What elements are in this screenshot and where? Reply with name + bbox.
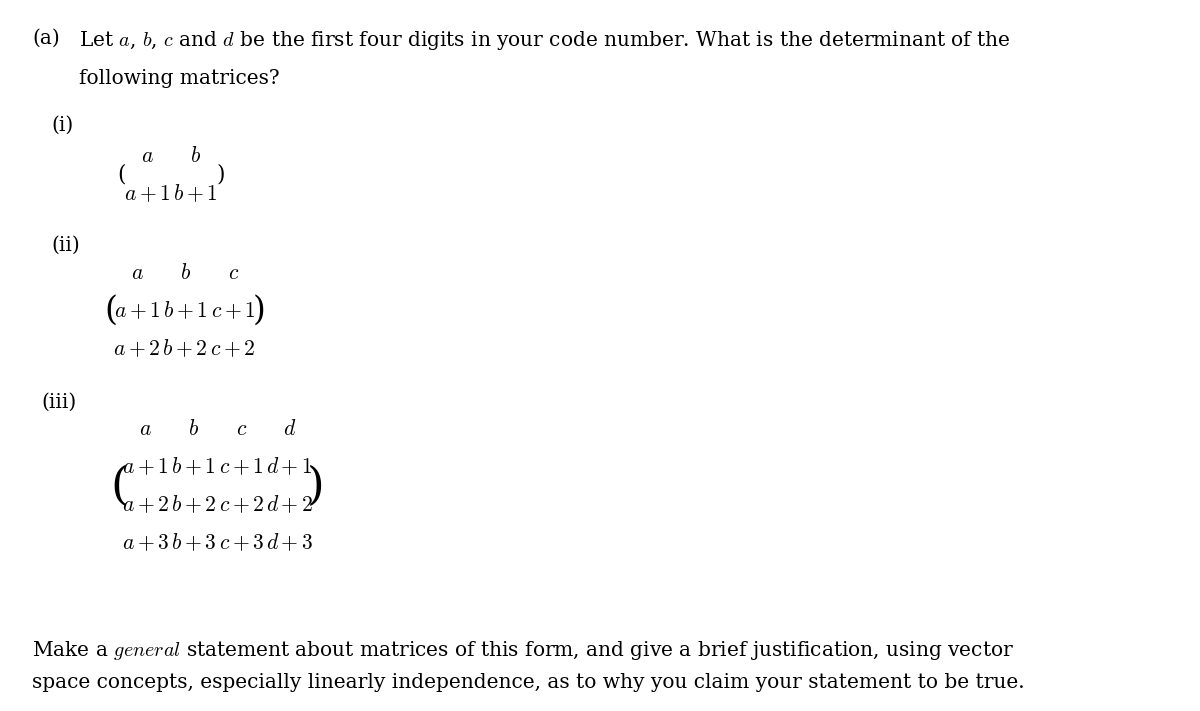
Text: $b+1$: $b+1$ [172, 456, 216, 478]
Text: $a$: $a$ [140, 145, 154, 167]
Text: $b+1$: $b+1$ [173, 183, 217, 205]
Text: $c+3$: $c+3$ [218, 532, 264, 554]
Text: $d+3$: $d+3$ [266, 532, 313, 554]
Text: (: ( [118, 164, 125, 186]
Text: $c+1$: $c+1$ [220, 456, 264, 478]
Text: $d+1$: $d+1$ [266, 456, 313, 478]
Text: (ii): (ii) [50, 236, 79, 255]
Text: space concepts, especially linearly independence, as to why you claim your state: space concepts, especially linearly inde… [32, 673, 1025, 692]
Text: $c+1$: $c+1$ [211, 300, 256, 322]
Text: $a+1$: $a+1$ [122, 456, 168, 478]
Text: following matrices?: following matrices? [79, 69, 280, 88]
Text: ): ) [253, 295, 265, 327]
Text: $a+2$: $a+2$ [121, 494, 169, 516]
Text: ): ) [217, 164, 226, 186]
Text: $a$: $a$ [131, 262, 143, 284]
Text: Make a $\it{general}$ statement about matrices of this form, and give a brief ju: Make a $\it{general}$ statement about ma… [32, 639, 1014, 662]
Text: $c$: $c$ [236, 418, 247, 440]
Text: $b+3$: $b+3$ [170, 532, 216, 554]
Text: (iii): (iii) [42, 393, 77, 412]
Text: $c$: $c$ [228, 262, 239, 284]
Text: $a$: $a$ [139, 418, 151, 440]
Text: $d$: $d$ [283, 418, 296, 440]
Text: Let $a$, $b$, $c$ and $d$ be the first four digits in your code number. What is : Let $a$, $b$, $c$ and $d$ be the first f… [79, 29, 1010, 52]
Text: (: ( [104, 295, 118, 327]
Text: $a+1$: $a+1$ [114, 300, 161, 322]
Text: $a+2$: $a+2$ [113, 338, 161, 360]
Text: $b$: $b$ [188, 418, 199, 440]
Text: $b$: $b$ [190, 145, 200, 167]
Text: $b+1$: $b+1$ [163, 300, 208, 322]
Text: $b$: $b$ [180, 262, 191, 284]
Text: $a+1$: $a+1$ [124, 183, 170, 205]
Text: ): ) [307, 464, 324, 508]
Text: (: ( [110, 464, 128, 508]
Text: $a+3$: $a+3$ [121, 532, 169, 554]
Text: $b+2$: $b+2$ [162, 338, 208, 360]
Text: $b+2$: $b+2$ [170, 494, 216, 516]
Text: $d+2$: $d+2$ [266, 494, 313, 516]
Text: $c+2$: $c+2$ [218, 494, 264, 516]
Text: $c+2$: $c+2$ [210, 338, 256, 360]
Text: (a): (a) [32, 29, 60, 48]
Text: (i): (i) [50, 116, 73, 135]
